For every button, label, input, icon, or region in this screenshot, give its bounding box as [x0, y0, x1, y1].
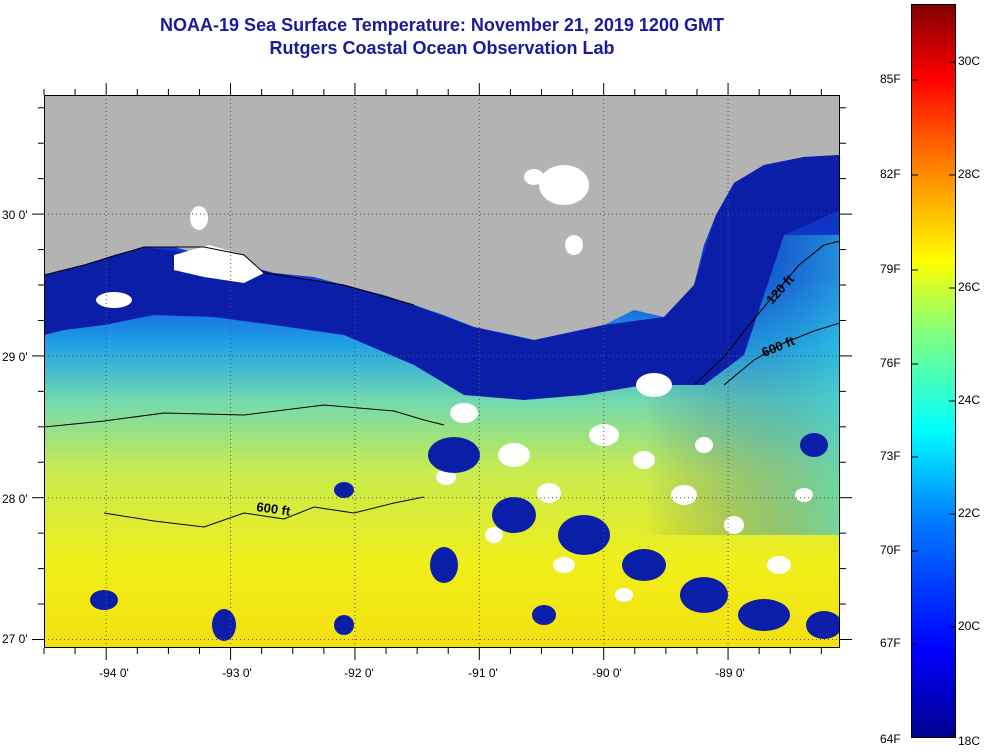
colorbar-label-26c: 26C — [958, 280, 981, 294]
map-frame — [44, 95, 840, 648]
x-tick-label-90: -90 0' — [592, 666, 622, 680]
sst-map-canvas: 120 ft 600 ft 600 ft — [44, 95, 840, 648]
colorbar-label-24c: 24C — [958, 393, 981, 407]
y-tick-label-28: 28 0' — [2, 492, 28, 506]
y-tick-label-27: 27 0' — [2, 632, 28, 646]
colorbar-label-28c: 28C — [958, 167, 981, 181]
colorbar-canvas — [911, 4, 956, 739]
contour-label-600ft-west: 600 ft — [256, 499, 292, 519]
contour-line-600ft-east — [723, 322, 840, 386]
colorbar-gradient — [911, 4, 956, 738]
x-tick-label-94: -94 0' — [99, 666, 129, 680]
y-tick-label-29: 29 0' — [2, 350, 28, 364]
colorbar-label-64f: 64F — [880, 732, 901, 746]
colorbar-label-18c: 18C — [958, 734, 981, 748]
x-tick-label-93: -93 0' — [222, 666, 252, 680]
graticule — [44, 95, 840, 648]
x-tick-label-89: -89 0' — [715, 666, 745, 680]
colorbar — [911, 4, 956, 739]
colorbar-label-67f: 67F — [880, 636, 901, 650]
contour-line-120ft-east — [693, 240, 840, 386]
bathymetry-contours — [44, 240, 840, 528]
colorbar-label-76f: 76F — [880, 356, 901, 370]
x-tick-label-91: -91 0' — [468, 666, 498, 680]
colorbar-label-20c: 20C — [958, 619, 981, 633]
colorbar-label-73f: 73F — [880, 449, 901, 463]
contour-line-600ft-west — [103, 496, 425, 528]
title-line-2: Rutgers Coastal Ocean Observation Lab — [269, 38, 615, 58]
contour-line-120ft-west — [44, 404, 445, 428]
sst-map: 120 ft 600 ft 600 ft — [44, 95, 840, 648]
colorbar-label-85f: 85F — [880, 72, 901, 86]
y-tick-label-30: 30 0' — [2, 208, 28, 222]
land-mass — [44, 95, 840, 340]
x-tick-label-92: -92 0' — [344, 666, 374, 680]
colorbar-label-70f: 70F — [880, 543, 901, 557]
cold-patches — [90, 433, 840, 641]
colorbar-label-22c: 22C — [958, 506, 981, 520]
colorbar-label-30c: 30C — [958, 54, 981, 68]
title-line-1: NOAA-19 Sea Surface Temperature: Novembe… — [160, 15, 724, 35]
shoreline-contour — [44, 246, 415, 306]
colorbar-label-79f: 79F — [880, 262, 901, 276]
colorbar-label-82f: 82F — [880, 167, 901, 181]
map-title: NOAA-19 Sea Surface Temperature: Novembe… — [44, 14, 840, 60]
coastal-cold-band — [44, 155, 840, 400]
